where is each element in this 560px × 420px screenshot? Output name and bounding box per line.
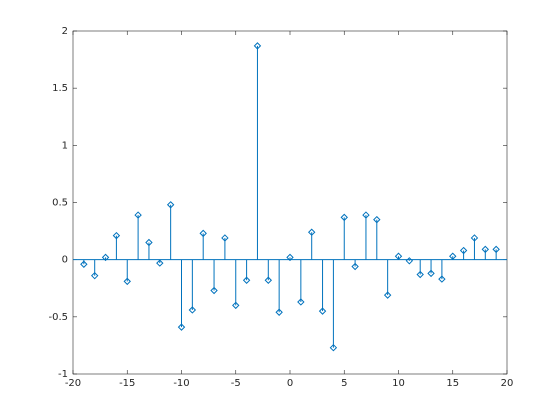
x-tick-label: -20 bbox=[65, 378, 81, 389]
stem-marker bbox=[362, 211, 370, 219]
stem-marker bbox=[329, 343, 338, 352]
stem-marker bbox=[156, 259, 164, 267]
stem-marker bbox=[405, 257, 414, 265]
stem-marker bbox=[394, 252, 403, 260]
stem-marker bbox=[470, 234, 479, 242]
stem-marker bbox=[145, 238, 153, 247]
x-tick-label: 5 bbox=[341, 378, 347, 389]
stem-marker bbox=[264, 276, 273, 284]
stem-marker bbox=[340, 213, 348, 222]
stem-marker bbox=[80, 260, 88, 268]
stem-marker bbox=[210, 286, 218, 295]
stem-marker bbox=[307, 228, 316, 236]
y-tick-label: 1.5 bbox=[52, 83, 68, 94]
stem-marker bbox=[112, 231, 121, 240]
x-tick-label: -15 bbox=[119, 378, 135, 389]
plot-area bbox=[72, 30, 508, 375]
y-tick-label: 0 bbox=[62, 255, 68, 266]
stem-marker bbox=[449, 252, 457, 260]
x-tick-label: -10 bbox=[173, 378, 189, 389]
stem-marker bbox=[427, 269, 435, 278]
stem-marker bbox=[242, 276, 251, 284]
stem-marker bbox=[253, 42, 262, 50]
stem-marker bbox=[275, 308, 283, 316]
stem-marker bbox=[123, 277, 131, 286]
y-tick-label: 1 bbox=[62, 140, 68, 151]
stem-marker bbox=[221, 234, 229, 242]
y-tick-label: -1 bbox=[58, 369, 68, 380]
x-tick-label: 20 bbox=[501, 378, 514, 389]
stem-marker bbox=[188, 306, 197, 314]
stem-marker bbox=[166, 201, 175, 209]
stem-marker bbox=[373, 215, 381, 224]
stem-marker bbox=[416, 270, 424, 279]
stem-marker bbox=[492, 245, 500, 254]
x-tick-label: -5 bbox=[231, 378, 241, 389]
stem-marker bbox=[351, 262, 359, 271]
stem-marker bbox=[101, 253, 110, 262]
stem-marker bbox=[438, 275, 446, 283]
y-tick-label: 2 bbox=[62, 26, 68, 37]
stem-marker bbox=[318, 307, 327, 315]
y-tick-label: 0.5 bbox=[52, 198, 68, 209]
x-tick-label: 15 bbox=[446, 378, 459, 389]
stem-marker bbox=[90, 271, 99, 280]
stem-marker bbox=[199, 229, 207, 238]
stem-marker bbox=[459, 246, 468, 255]
stem-marker bbox=[134, 211, 142, 219]
stem-marker bbox=[177, 323, 186, 331]
x-tick-label: 10 bbox=[392, 378, 405, 389]
stem-marker bbox=[481, 245, 490, 254]
stem-marker bbox=[383, 291, 392, 299]
stem-marker bbox=[232, 301, 240, 310]
x-tick-label: 0 bbox=[287, 378, 293, 389]
y-tick-label: -0.5 bbox=[48, 312, 68, 323]
stem-marker bbox=[286, 253, 294, 262]
stem-marker bbox=[297, 298, 305, 306]
